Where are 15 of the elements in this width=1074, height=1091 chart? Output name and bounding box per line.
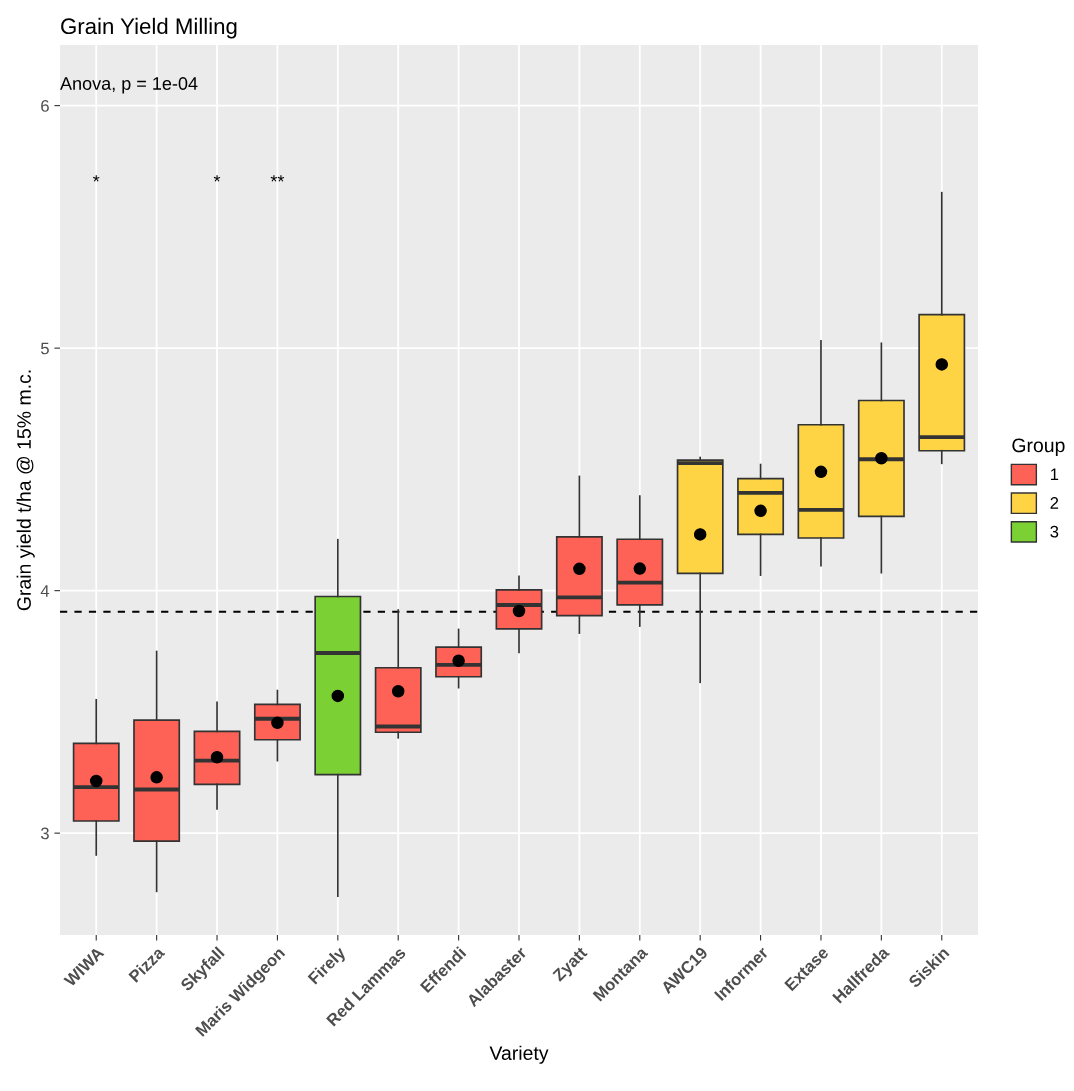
x-axis-title: Variety	[489, 1045, 549, 1064]
chart-title: Grain Yield Milling	[61, 17, 237, 39]
legend-label: 1	[1050, 468, 1059, 481]
y-tick-label: 4	[40, 585, 50, 597]
legend-title: Group	[1012, 438, 1065, 457]
y-tick-label: 5	[40, 342, 49, 355]
y-tick-label: 3	[40, 827, 49, 840]
annotation: *	[93, 175, 100, 182]
annotation: **	[270, 175, 285, 182]
annotation: *	[213, 175, 221, 182]
legend-label: 2	[1050, 497, 1059, 509]
y-axis-title: Grain yield t/ha @ 15% m.c.	[16, 370, 35, 611]
y-tick-label: 6	[41, 100, 49, 112]
legend-label: 3	[1050, 525, 1059, 538]
annotation: Anova, p = 1e-04	[60, 77, 198, 94]
